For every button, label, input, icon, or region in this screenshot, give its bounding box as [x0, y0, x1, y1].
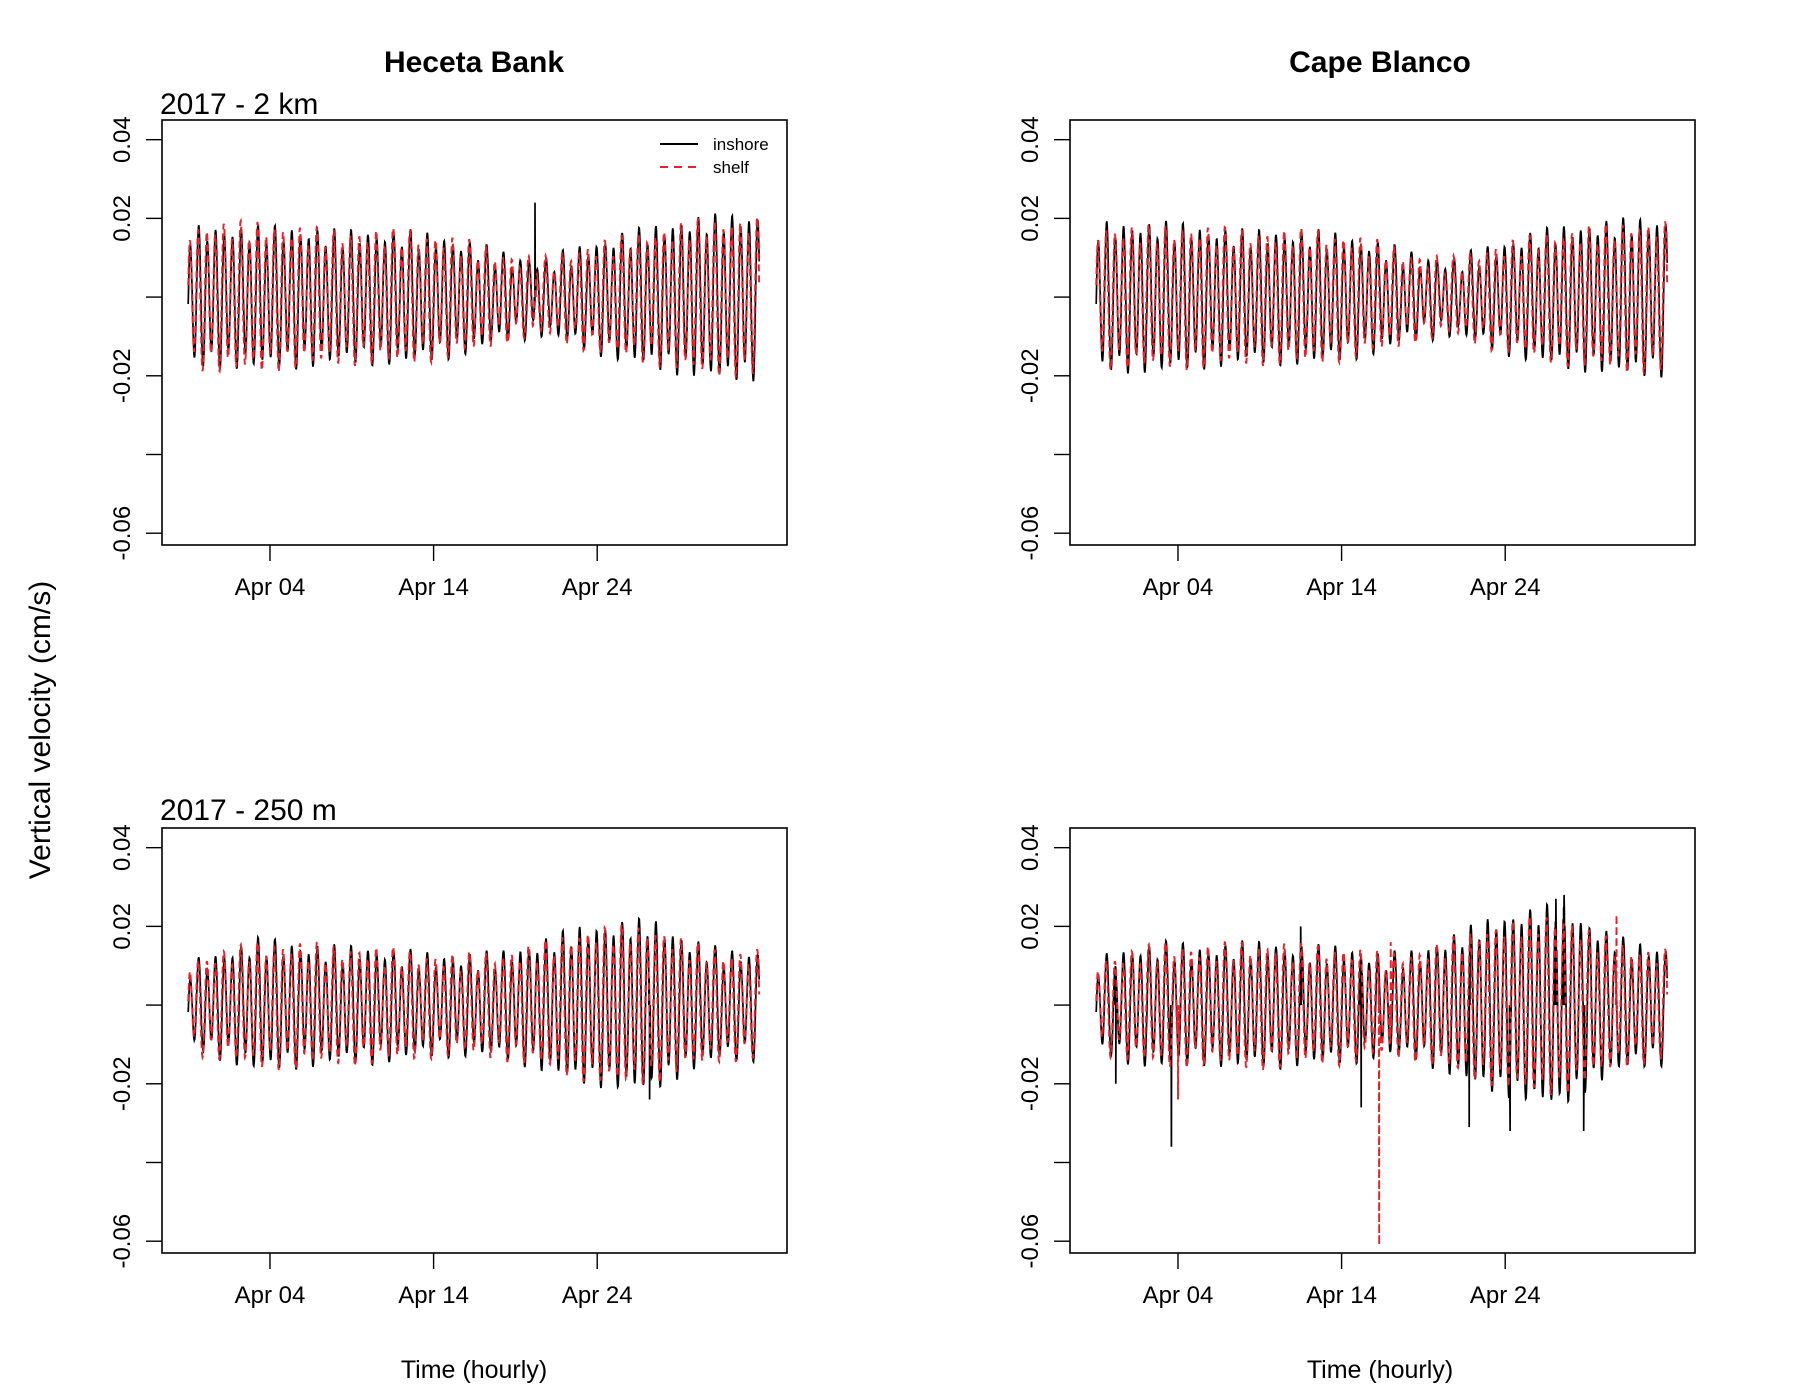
- y-tick-label: -0.06: [109, 506, 136, 561]
- plot-frame: [1069, 119, 1696, 546]
- x-tick-label: Apr 24: [1470, 1282, 1541, 1309]
- x-axis-label-right: Time (hourly): [1307, 1356, 1453, 1384]
- panel-subtitle-250m: 2017 - 250 m: [160, 794, 337, 827]
- y-tick-label: -0.06: [109, 1214, 136, 1269]
- y-tick-label: 0.02: [109, 903, 136, 950]
- x-tick-label: Apr 04: [1143, 574, 1214, 601]
- series-line-shelf: [187, 217, 761, 380]
- y-tick-label: 0.04: [109, 116, 136, 163]
- y-tick-label: -0.02: [1017, 348, 1044, 403]
- x-tick-label: Apr 14: [398, 574, 469, 601]
- plot-frame: [1069, 827, 1696, 1254]
- y-tick-label: 0.02: [1017, 903, 1044, 950]
- series-line-shelf: [1095, 221, 1669, 376]
- y-tick-label: -0.06: [1017, 506, 1044, 561]
- legend-label-inshore: inshore: [713, 135, 769, 154]
- x-tick-label: Apr 14: [398, 1282, 469, 1309]
- x-tick-label: Apr 24: [1470, 574, 1541, 601]
- y-tick-label: 0.02: [109, 195, 136, 242]
- y-tick-label: -0.02: [109, 1056, 136, 1111]
- x-tick-label: Apr 04: [235, 1282, 306, 1309]
- panel-cape-blanco-2km: 0.04 0.02 -0.02 -0.06 Apr 04 Apr 14 Apr 24: [1017, 116, 1696, 601]
- panel-subtitle-2km: 2017 - 2 km: [160, 88, 318, 121]
- legend-label-shelf: shelf: [713, 158, 749, 177]
- y-tick-label: -0.02: [109, 348, 136, 403]
- y-tick-label: 0.04: [1017, 116, 1044, 163]
- y-tick-label: -0.06: [1017, 1214, 1044, 1269]
- x-tick-label: Apr 04: [1143, 1282, 1214, 1309]
- series-line-shelf: [1095, 914, 1669, 1246]
- x-tick-label: Apr 14: [1306, 574, 1377, 601]
- y-tick-label: 0.04: [1017, 824, 1044, 871]
- series-line-shelf: [187, 924, 761, 1085]
- x-tick-label: Apr 14: [1306, 1282, 1377, 1309]
- legend: inshore shelf: [660, 135, 769, 177]
- plot-frame: [161, 119, 788, 546]
- y-tick-label: 0.02: [1017, 195, 1044, 242]
- x-tick-label: Apr 04: [235, 574, 306, 601]
- y-axis-label: Vertical velocity (cm/s): [24, 581, 57, 879]
- panel-cape-blanco-250m: 0.04 0.02 -0.02 -0.06 Apr 04 Apr 14 Apr 24: [1017, 824, 1696, 1309]
- column-title-heceta-bank: Heceta Bank: [384, 46, 564, 79]
- x-tick-label: Apr 24: [562, 1282, 633, 1309]
- x-axis-label-left: Time (hourly): [401, 1356, 547, 1384]
- y-tick-label: -0.02: [1017, 1056, 1044, 1111]
- series-line-inshore: [1095, 894, 1669, 1147]
- column-title-cape-blanco: Cape Blanco: [1289, 46, 1471, 79]
- panel-heceta-bank-2km: 0.04 0.02 -0.02 -0.06 Apr 04 Apr 14 Apr 24: [109, 116, 788, 601]
- panel-heceta-bank-250m: 0.04 0.02 -0.02 -0.06 Apr 04 Apr 14 Apr 24: [109, 824, 788, 1309]
- y-tick-label: 0.04: [109, 824, 136, 871]
- x-tick-label: Apr 24: [562, 574, 633, 601]
- plot-frame: [161, 827, 788, 1254]
